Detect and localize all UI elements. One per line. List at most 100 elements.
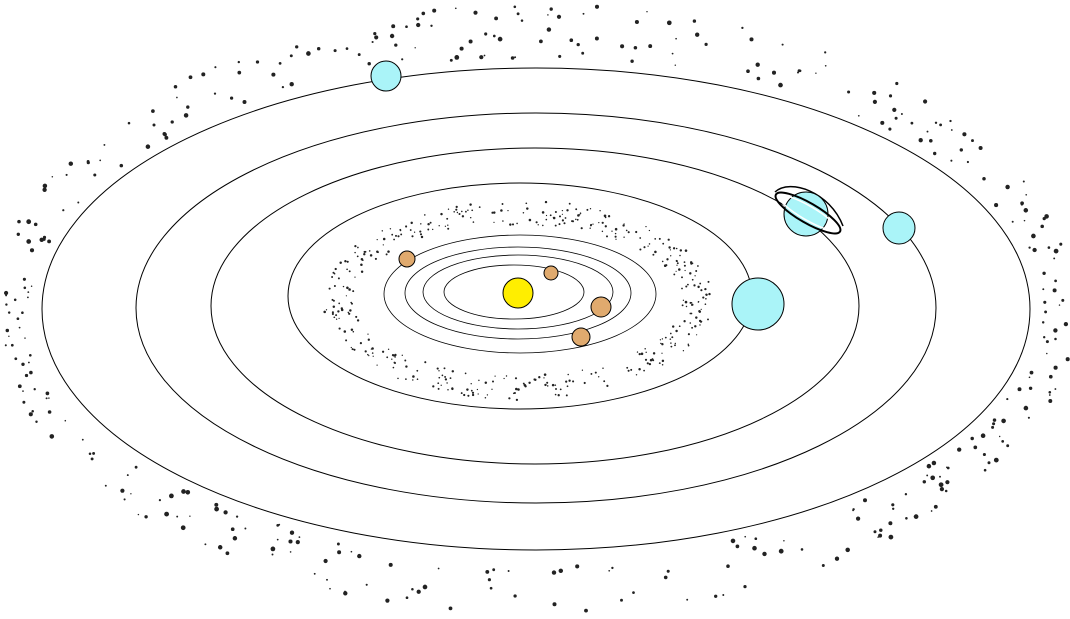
asteroid-dot xyxy=(335,318,338,320)
debris-dot xyxy=(510,56,515,60)
asteroid-dot xyxy=(347,311,350,314)
asteroid-dot xyxy=(354,276,356,278)
asteroid-dot xyxy=(447,208,450,210)
debris-dot xyxy=(276,524,280,527)
orbit-4 xyxy=(383,234,657,354)
debris-dot xyxy=(289,82,294,87)
asteroid-dot xyxy=(471,393,475,397)
debris-dot xyxy=(895,81,899,86)
asteroid-dot xyxy=(697,285,700,289)
asteroid-dot xyxy=(397,235,400,238)
debris-dot xyxy=(237,70,242,75)
debris-dot xyxy=(343,591,348,596)
asteroid-dot xyxy=(592,223,594,225)
asteroid-dot xyxy=(458,213,461,215)
asteroid-dot xyxy=(493,221,495,224)
debris-dot xyxy=(173,85,178,89)
debris-dot xyxy=(1040,224,1044,229)
planet-6-ring-inner xyxy=(778,194,838,232)
debris-dot xyxy=(904,493,908,496)
asteroid-dot xyxy=(698,319,702,323)
debris-dot xyxy=(872,99,877,104)
asteroid-dot xyxy=(704,287,707,291)
asteroid-dot xyxy=(670,342,672,344)
asteroid-dot xyxy=(432,228,434,231)
debris-dot xyxy=(468,39,473,44)
debris-dot xyxy=(17,384,22,389)
asteroid-dot xyxy=(646,362,649,365)
planet-7-body xyxy=(882,211,916,245)
debris-dot xyxy=(783,539,785,542)
asteroid-dot xyxy=(455,208,458,211)
asteroid-dot xyxy=(332,299,335,302)
asteroid-dot xyxy=(451,387,454,390)
asteroid-dot xyxy=(586,208,589,211)
asteroid-dot xyxy=(561,209,564,212)
debris-dot xyxy=(982,177,986,181)
debris-dot xyxy=(1053,257,1056,260)
asteroid-dot xyxy=(615,238,617,240)
debris-dot xyxy=(45,391,50,396)
asteroid-dot xyxy=(416,378,419,381)
asteroid-dot xyxy=(566,209,569,212)
asteroid-dot xyxy=(707,318,709,321)
asteroid-dot xyxy=(694,325,697,328)
debris-dot xyxy=(957,447,962,452)
debris-dot xyxy=(64,419,67,422)
debris-dot xyxy=(414,47,416,49)
asteroid-dot xyxy=(544,383,547,387)
debris-dot xyxy=(405,25,408,29)
asteroid-dot xyxy=(645,225,647,228)
debris-dot xyxy=(1048,394,1051,396)
asteroid-dot xyxy=(575,208,578,211)
debris-dot xyxy=(1044,310,1048,314)
debris-dot xyxy=(29,248,35,253)
asteroid-dot xyxy=(661,260,664,263)
orbit-6 xyxy=(210,147,860,465)
asteroid-dot xyxy=(357,246,359,249)
asteroid-dot xyxy=(486,394,489,396)
debris-dot xyxy=(405,596,409,600)
debris-dot xyxy=(973,445,978,450)
debris-dot xyxy=(931,460,937,466)
asteroid-dot xyxy=(470,383,472,385)
debris-dot xyxy=(49,434,55,439)
asteroid-dot xyxy=(545,218,548,221)
asteroid-dot xyxy=(541,211,545,214)
asteroid-dot xyxy=(511,223,515,226)
debris-dot xyxy=(422,584,428,590)
debris-dot xyxy=(28,353,32,357)
asteroid-dot xyxy=(676,262,679,265)
debris-dot xyxy=(991,425,995,429)
debris-dot xyxy=(176,515,179,518)
asteroid-dot xyxy=(361,259,364,262)
debris-dot xyxy=(416,589,421,594)
asteroid-dot xyxy=(603,380,606,383)
debris-dot xyxy=(878,533,883,538)
debris-dot xyxy=(821,564,825,567)
debris-dot xyxy=(237,60,240,64)
asteroid-dot xyxy=(444,225,447,227)
asteroid-dot xyxy=(526,207,529,210)
asteroid-dot xyxy=(700,308,702,311)
debris-dot xyxy=(891,503,895,507)
asteroid-dot xyxy=(682,299,685,301)
asteroid-dot xyxy=(690,303,693,306)
debris-dot xyxy=(373,31,377,36)
debris-dot xyxy=(778,82,783,88)
asteroid-dot xyxy=(405,378,407,380)
asteroid-dot xyxy=(705,293,708,296)
debris-dot xyxy=(217,545,223,550)
debris-dot xyxy=(950,159,953,162)
asteroid-dot xyxy=(669,249,672,251)
debris-dot xyxy=(855,516,861,521)
debris-dot xyxy=(127,121,131,125)
asteroid-dot xyxy=(419,233,423,236)
asteroid-dot xyxy=(565,394,568,397)
asteroid-dot xyxy=(374,257,377,260)
debris-dot xyxy=(632,591,635,594)
asteroid-dot xyxy=(503,377,505,380)
asteroid-dot xyxy=(413,231,416,233)
debris-dot xyxy=(771,70,777,75)
asteroid-dot xyxy=(372,355,374,357)
